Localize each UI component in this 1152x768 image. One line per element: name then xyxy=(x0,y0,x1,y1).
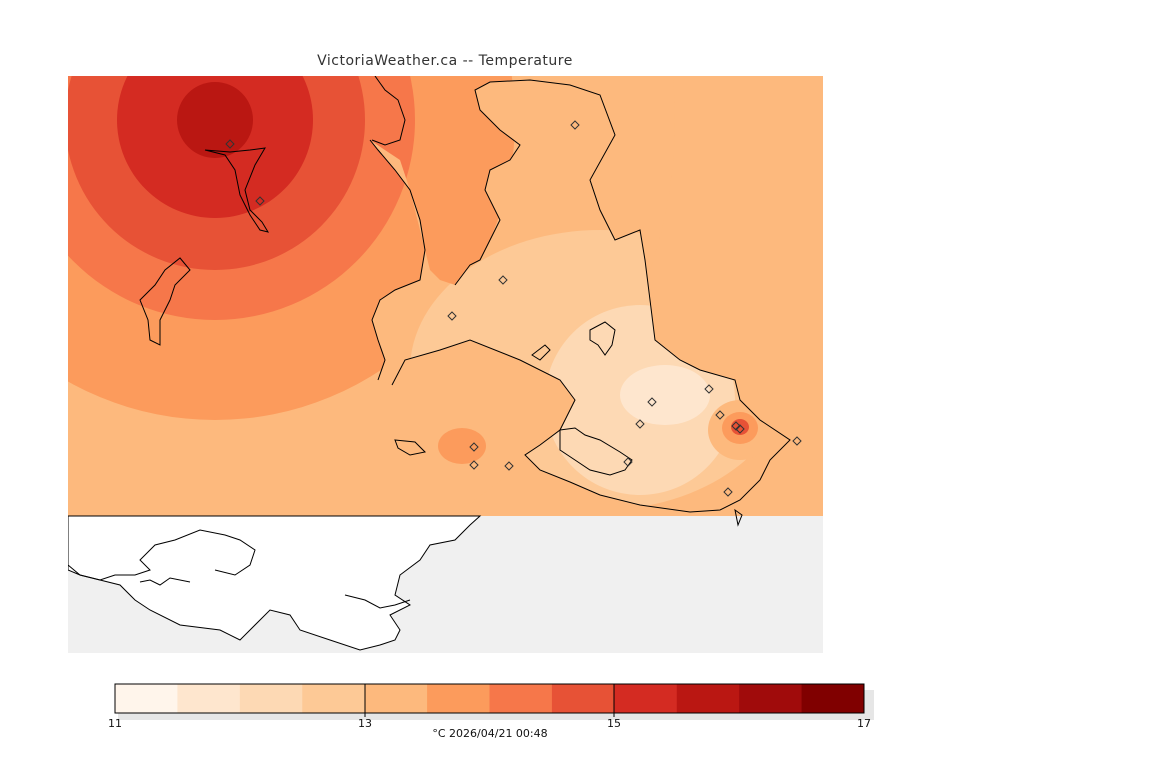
colorbar-swatch xyxy=(427,684,490,713)
coastlines xyxy=(68,76,791,609)
tick-label-15: 15 xyxy=(607,717,621,730)
colorbar-swatch xyxy=(489,684,553,713)
colorbar-swatch xyxy=(801,684,865,713)
colorbar-swatch xyxy=(302,684,366,713)
colorbar-frame xyxy=(114,683,865,714)
colorbar-swatch xyxy=(739,684,803,713)
map-title: VictoriaWeather.ca -- Temperature xyxy=(317,53,573,69)
colorbar-swatch xyxy=(364,684,428,713)
colorbar-swatch xyxy=(676,684,740,713)
colorbar-swatch xyxy=(115,684,178,713)
units-and-timestamp: °C 2026/04/21 00:48 xyxy=(432,727,548,740)
colorbar-swatch xyxy=(239,684,303,713)
temperature-map xyxy=(68,76,823,653)
station-markers xyxy=(225,120,802,497)
colorbar-swatch xyxy=(614,684,678,713)
tick-label-11: 11 xyxy=(108,717,122,730)
warm-spot-west xyxy=(438,428,486,464)
colorbar-swatch xyxy=(177,684,241,713)
southern-landmass xyxy=(68,515,482,651)
colorbar-swatch xyxy=(551,684,615,713)
colorbar-swatches xyxy=(115,684,865,713)
tick-label-17: 17 xyxy=(857,717,871,730)
colorbar-ticks xyxy=(364,684,615,717)
tick-label-13: 13 xyxy=(358,717,372,730)
temperature-colorbar: 11 13 15 17 xyxy=(108,683,874,730)
